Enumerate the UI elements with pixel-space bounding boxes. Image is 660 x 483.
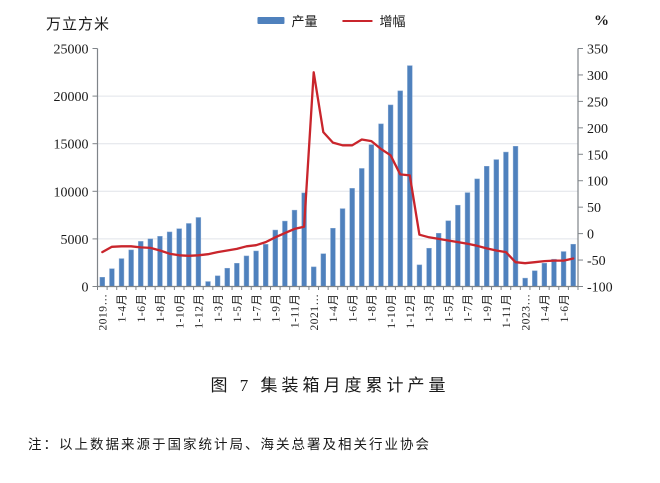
production-bar [359,168,365,287]
production-bar [214,275,221,287]
x-axis-tick-label: 1-8月 [155,294,167,323]
y-axis-left-tick-label: 0 [82,281,89,296]
production-bar [426,247,432,287]
production-bar [522,277,528,287]
production-bar [397,90,403,287]
production-bar [253,250,259,287]
legend-bar-swatch-icon [257,17,285,24]
y-axis-right-tick-label: -50 [587,254,606,269]
production-bar [339,208,346,287]
chart-legend: 产量 增幅 [257,11,405,30]
production-bar [464,192,471,287]
production-bar [176,228,182,287]
production-bar [282,220,288,287]
left-axis-unit-label: 万立方米 [46,17,111,33]
production-bar [436,233,442,287]
x-axis-tick-label: 1-4月 [328,294,340,323]
x-axis-tick-label: 1-6月 [136,294,148,323]
y-axis-right-tick-label: 300 [587,69,608,84]
y-axis-right-tick-label: 150 [587,148,608,163]
y-axis-right-tick-label: 250 [587,95,608,110]
production-bar [493,159,499,287]
y-axis-right-tick-label: 50 [587,201,601,216]
x-axis-tick-label: 1-8月 [367,294,379,323]
y-axis-right-tick-label: 200 [587,122,608,137]
production-bar [234,263,240,287]
x-axis-tick-label: 1-3月 [424,294,436,323]
production-bar [166,231,173,287]
production-bar [570,243,576,287]
production-bar [349,188,355,287]
production-bar [243,255,250,287]
y-axis-left-tick-label: 25000 [54,43,89,58]
y-axis-left-tick-label: 15000 [54,138,89,153]
production-bar [387,104,394,287]
production-bar [263,244,269,287]
legend-growth-label: 增幅 [379,14,406,29]
production-bar [99,277,105,287]
production-bar [118,258,125,287]
y-axis-right-tick-label: -100 [587,281,613,296]
production-bar [368,144,375,287]
x-axis-tick-label: 1-7月 [251,294,263,323]
production-bar [503,151,509,287]
production-bar [532,270,538,287]
production-bar [109,268,115,287]
production-bar [484,166,490,287]
growth-line [101,71,575,265]
x-axis-tick-label: 2019… [98,294,110,331]
production-bar [474,178,480,287]
production-bar [128,249,134,287]
x-axis-tick-label: 1-4月 [117,294,129,323]
y-axis-left-tick-label: 20000 [54,90,89,105]
y-axis-right-tick-label: 350 [587,43,608,58]
x-axis-tick-label: 1-11月 [501,294,513,329]
production-bar [445,220,451,287]
production-bar [416,264,423,287]
x-axis-tick-label: 1-7月 [463,294,475,323]
production-bar [330,227,336,287]
x-axis-tick-label: 1-3月 [213,294,225,323]
x-axis-tick-label: 1-5月 [444,294,456,323]
production-bar [224,267,230,287]
production-bar [455,204,461,287]
production-bar [291,209,298,287]
legend-line-swatch-icon [342,19,373,22]
legend-production-label: 产量 [291,14,318,29]
right-axis-unit-label: % [594,13,609,29]
production-bar [157,236,163,287]
x-axis-tick-label: 1-4月 [540,294,552,323]
x-axis-tick-label: 1-9月 [482,294,494,323]
production-bar [512,146,519,287]
y-axis-left-tick-label: 10000 [54,185,89,200]
production-bar [147,238,154,287]
y-axis-left-tick-label: 5000 [61,233,89,248]
source-note: 注：以上数据来源于国家统计局、海关总署及相关行业协会 [28,437,431,452]
production-bar [311,266,317,287]
x-axis-tick-label: 2021… [309,294,321,331]
production-bar [541,262,548,287]
production-bar [551,258,557,287]
x-axis-tick-label: 2023… [520,294,532,331]
y-axis-right-tick-label: 100 [587,175,608,190]
x-axis-tick-label: 1-11月 [290,294,302,329]
production-bar [195,217,202,287]
figure-caption: 图 7 集装箱月度累计产量 [210,376,450,395]
production-bar [560,251,567,287]
production-bar [320,253,326,287]
x-axis-tick-label: 1-10月 [386,294,398,329]
x-axis-tick-label: 1-5月 [232,294,244,323]
x-axis-tick-label: 1-6月 [559,294,571,323]
x-axis-tick-label: 1-12月 [405,294,417,329]
production-bar [205,281,211,287]
x-axis-tick-label: 1-12月 [194,294,206,329]
x-axis-tick-label: 1-6月 [347,294,359,323]
combo-chart: 25000 20000 15000 10000 5000 0 350 300 250 200 150… [54,43,613,331]
x-axis-tick-label: 1-10月 [174,294,186,329]
y-axis-right-tick-label: 0 [587,228,594,243]
x-axis-tick-label: 1-9月 [271,294,283,323]
